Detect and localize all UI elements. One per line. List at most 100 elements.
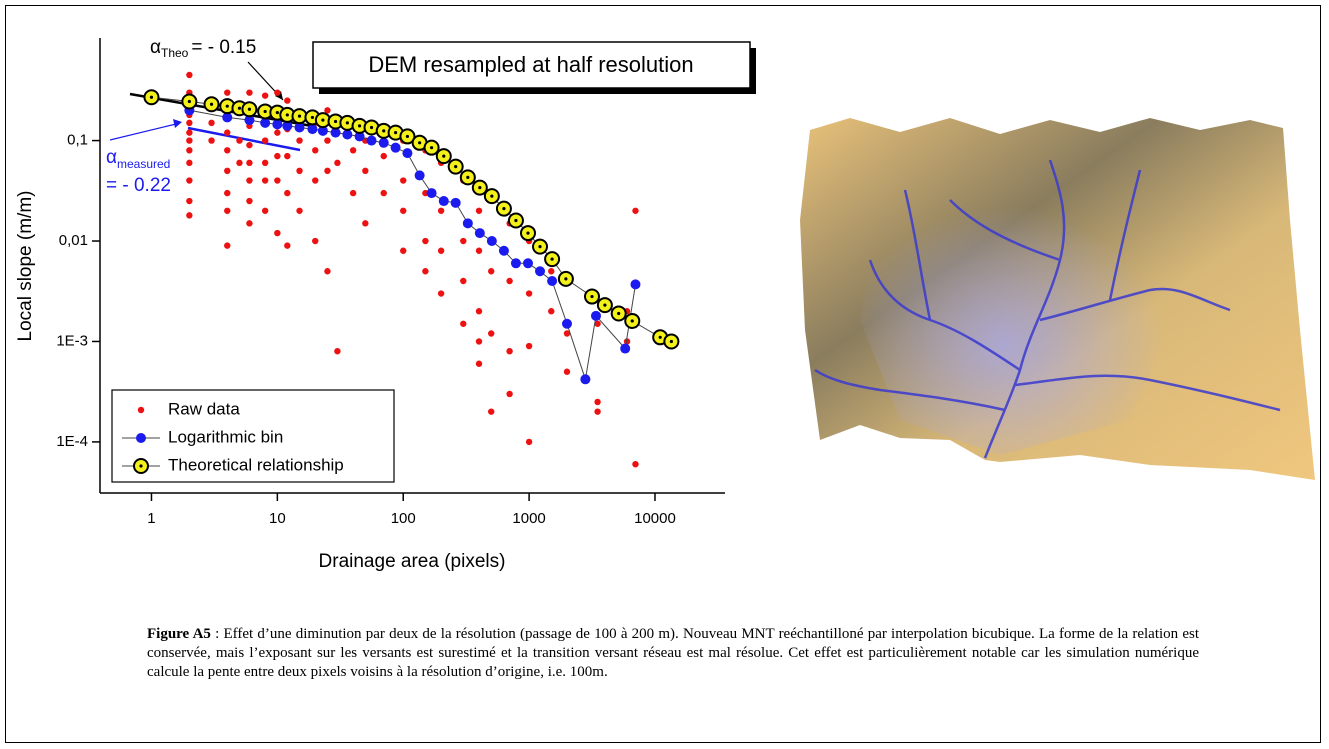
theory-point [459, 169, 476, 186]
x-tick-label: 10000 [634, 510, 676, 527]
raw-point [475, 308, 483, 315]
center-dot [478, 186, 482, 190]
raw-point [312, 177, 319, 184]
raw-point [525, 342, 533, 350]
center-dot [502, 207, 506, 211]
chart-title: DEM resampled at half resolution [368, 52, 693, 77]
center-dot [442, 154, 446, 158]
y-axis-title: Local slope (m/m) [15, 191, 36, 342]
raw-point [475, 338, 483, 345]
raw-point [296, 207, 303, 214]
theory-point [399, 128, 416, 145]
raw-point [224, 189, 231, 197]
raw-point [261, 159, 269, 167]
raw-point [324, 167, 331, 175]
raw-point [186, 197, 193, 205]
raw-point [261, 177, 269, 184]
raw-point [594, 398, 601, 406]
bin-point [426, 188, 437, 199]
raw-point [349, 147, 357, 154]
bin-point [354, 131, 365, 142]
measured-value: = - 0.22 [106, 175, 171, 196]
bin-point [244, 115, 255, 126]
title-box [312, 41, 751, 89]
measured-slope-line [187, 126, 301, 152]
raw-point [284, 152, 291, 160]
theory-point [291, 108, 308, 125]
y-tick-label: 1E-3 [56, 332, 88, 349]
raw-point [208, 137, 215, 144]
raw-point [548, 268, 555, 275]
bin-point [222, 112, 233, 123]
bin-point [510, 258, 521, 269]
raw-point [186, 119, 193, 127]
figure-frame [5, 5, 1321, 743]
center-dot [310, 115, 315, 120]
raw-point [475, 207, 483, 214]
center-dot [333, 119, 338, 124]
center-dot [405, 134, 410, 139]
raw-point [186, 159, 193, 167]
raw-point [422, 268, 429, 275]
center-dot [209, 102, 214, 106]
raw-point [246, 197, 253, 205]
y-tick-label: 0,01 [59, 232, 88, 249]
bin-point [522, 258, 533, 269]
alpha: α [150, 37, 161, 58]
measured-pointer [109, 123, 177, 141]
theory-point [471, 179, 488, 196]
raw-point [324, 268, 331, 275]
raw-point [274, 177, 281, 184]
raw-point [208, 119, 215, 127]
raw-point [274, 89, 281, 96]
raw-point [186, 212, 193, 219]
theo-pointer-head [275, 91, 283, 100]
bin-point [330, 127, 341, 138]
raw-point [296, 137, 303, 144]
center-dot [514, 218, 518, 223]
center-dot [526, 231, 530, 235]
caption: Figure A5 : Effet d’une diminution par d… [147, 625, 1199, 682]
center-dot [285, 113, 289, 117]
raw-point [186, 129, 193, 136]
measured-pointer-head [173, 119, 182, 128]
center-dot [603, 303, 607, 307]
raw-point [274, 229, 281, 237]
raw-point [137, 406, 145, 414]
theory-point [544, 251, 561, 268]
raw-point [525, 290, 533, 297]
center-dot [394, 131, 398, 135]
theory-point [596, 297, 613, 314]
raw-point [525, 438, 533, 446]
center-dot [382, 129, 386, 133]
bin-point [366, 135, 377, 146]
raw-point [186, 147, 193, 154]
raw-point [460, 237, 467, 245]
bin-point [390, 142, 401, 153]
raw-point [261, 137, 269, 144]
figure: DEM resampled at half resolution Drainag… [15, 37, 1315, 572]
center-dot [564, 277, 568, 281]
bin-point [282, 120, 293, 131]
raw-point [400, 247, 407, 254]
raw-point [437, 290, 445, 297]
theory-point [241, 101, 258, 118]
bin-point [136, 433, 146, 443]
center-dot [275, 110, 279, 115]
legend-label: Raw data [168, 399, 240, 418]
center-dot [429, 146, 434, 150]
theory-point [663, 333, 680, 350]
raw-point [261, 207, 269, 214]
bin-point [547, 275, 558, 286]
raw-point [334, 159, 341, 167]
center-dot [550, 257, 554, 261]
theory-point [447, 158, 464, 175]
raw-point [261, 92, 269, 99]
raw-point [460, 277, 467, 285]
x-axis-title: Drainage area (pixels) [319, 551, 506, 572]
theory-point [423, 139, 440, 156]
series-line [189, 109, 636, 380]
theory-point [495, 200, 512, 217]
bin-point [580, 374, 591, 385]
theory-point [519, 225, 536, 242]
